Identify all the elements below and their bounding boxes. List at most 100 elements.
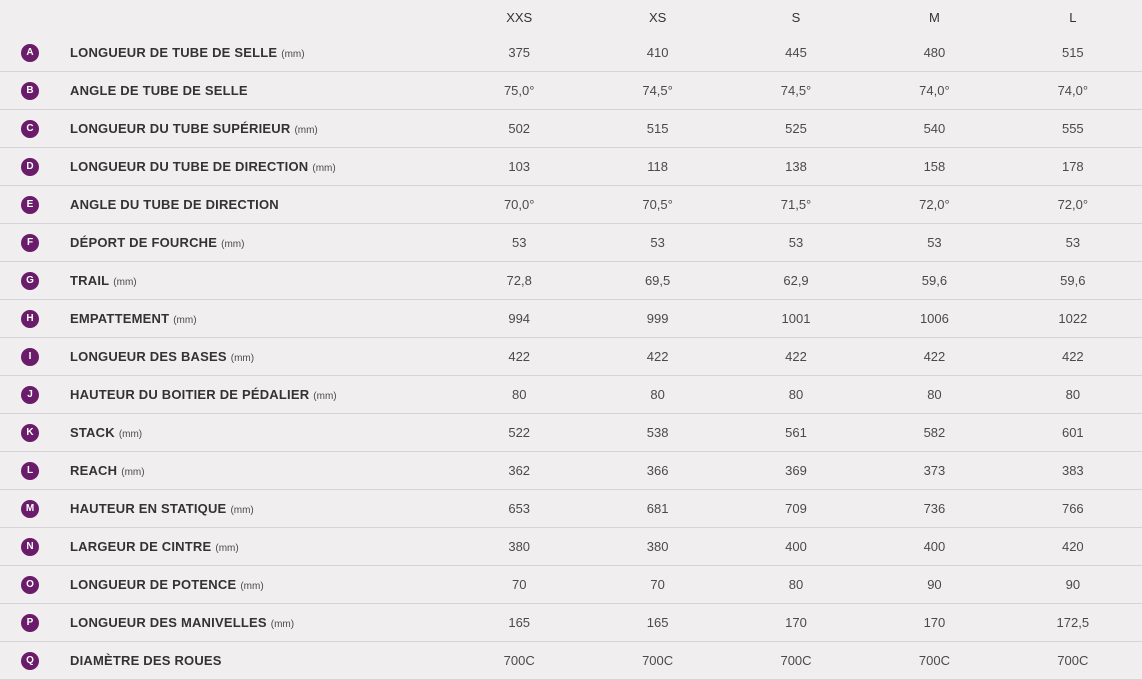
row-badge: F <box>21 234 39 252</box>
row-badge-cell: M <box>0 500 60 518</box>
row-badge: D <box>21 158 39 176</box>
row-value: 70,0° <box>450 197 588 212</box>
row-badge: O <box>21 576 39 594</box>
row-value: 90 <box>1004 577 1142 592</box>
row-unit: (mm) <box>240 581 263 592</box>
row-value: 69,5 <box>588 273 726 288</box>
row-label-cell: HAUTEUR EN STATIQUE (mm) <box>60 501 450 516</box>
row-value: 515 <box>588 121 726 136</box>
row-unit: (mm) <box>313 391 336 402</box>
table-row: H EMPATTEMENT (mm) 994 999 1001 1006 102… <box>0 300 1142 338</box>
row-value: 75,0° <box>450 83 588 98</box>
row-badge: A <box>21 44 39 62</box>
row-value: 53 <box>1004 235 1142 250</box>
table-row: L REACH (mm) 362 366 369 373 383 <box>0 452 1142 490</box>
row-value: 80 <box>727 387 865 402</box>
row-value: 383 <box>1004 463 1142 478</box>
row-value: 1001 <box>727 311 865 326</box>
row-badge: E <box>21 196 39 214</box>
row-badge-cell: F <box>0 234 60 252</box>
row-label: TRAIL <box>70 273 109 288</box>
row-label-cell: LONGUEUR DU TUBE SUPÉRIEUR (mm) <box>60 121 450 136</box>
row-value: 53 <box>588 235 726 250</box>
row-value: 422 <box>865 349 1003 364</box>
row-label-cell: ANGLE DU TUBE DE DIRECTION <box>60 197 450 212</box>
table-row: P LONGUEUR DES MANIVELLES (mm) 165 165 1… <box>0 604 1142 642</box>
row-value: 420 <box>1004 539 1142 554</box>
row-value: 422 <box>727 349 865 364</box>
row-value: 53 <box>450 235 588 250</box>
row-unit: (mm) <box>173 315 196 326</box>
row-badge-cell: C <box>0 120 60 138</box>
row-value: 375 <box>450 45 588 60</box>
row-unit: (mm) <box>119 429 142 440</box>
row-label-cell: DIAMÈTRE DES ROUES <box>60 653 450 668</box>
row-unit: (mm) <box>231 353 254 364</box>
row-value: 380 <box>450 539 588 554</box>
row-value: 766 <box>1004 501 1142 516</box>
row-value: 525 <box>727 121 865 136</box>
row-value: 700C <box>588 653 726 668</box>
table-row: N LARGEUR DE CINTRE (mm) 380 380 400 400… <box>0 528 1142 566</box>
row-label: LONGUEUR DU TUBE DE DIRECTION <box>70 159 308 174</box>
row-value: 700C <box>865 653 1003 668</box>
row-value: 369 <box>727 463 865 478</box>
row-badge-cell: B <box>0 82 60 100</box>
row-badge-cell: G <box>0 272 60 290</box>
row-label-cell: REACH (mm) <box>60 463 450 478</box>
row-value: 653 <box>450 501 588 516</box>
row-badge-cell: E <box>0 196 60 214</box>
row-value: 502 <box>450 121 588 136</box>
row-value: 80 <box>1004 387 1142 402</box>
row-label-cell: LONGUEUR DE POTENCE (mm) <box>60 577 450 592</box>
row-label-cell: DÉPORT DE FOURCHE (mm) <box>60 235 450 250</box>
row-badge-cell: I <box>0 348 60 366</box>
table-header-row: XXS XS S M L <box>0 0 1142 34</box>
row-value: 480 <box>865 45 1003 60</box>
row-value: 561 <box>727 425 865 440</box>
row-unit: (mm) <box>294 125 317 136</box>
row-value: 736 <box>865 501 1003 516</box>
row-value: 681 <box>588 501 726 516</box>
row-badge: J <box>21 386 39 404</box>
row-value: 362 <box>450 463 588 478</box>
row-badge-cell: A <box>0 44 60 62</box>
row-value: 538 <box>588 425 726 440</box>
row-value: 1022 <box>1004 311 1142 326</box>
row-label: DIAMÈTRE DES ROUES <box>70 653 222 668</box>
row-value: 165 <box>450 615 588 630</box>
row-value: 103 <box>450 159 588 174</box>
row-badge-cell: Q <box>0 652 60 670</box>
row-unit: (mm) <box>121 467 144 478</box>
row-value: 366 <box>588 463 726 478</box>
row-label: LONGUEUR DE TUBE DE SELLE <box>70 45 277 60</box>
row-value: 422 <box>1004 349 1142 364</box>
row-value: 700C <box>1004 653 1142 668</box>
table-row: C LONGUEUR DU TUBE SUPÉRIEUR (mm) 502 51… <box>0 110 1142 148</box>
row-value: 53 <box>727 235 865 250</box>
row-value: 170 <box>727 615 865 630</box>
row-value: 118 <box>588 159 726 174</box>
row-label: HAUTEUR DU BOITIER DE PÉDALIER <box>70 387 309 402</box>
row-badge-cell: L <box>0 462 60 480</box>
row-value: 74,0° <box>1004 83 1142 98</box>
row-value: 400 <box>865 539 1003 554</box>
row-value: 422 <box>588 349 726 364</box>
row-value: 80 <box>450 387 588 402</box>
row-label: ANGLE DU TUBE DE DIRECTION <box>70 197 279 212</box>
row-value: 59,6 <box>865 273 1003 288</box>
row-value: 445 <box>727 45 865 60</box>
row-badge-cell: N <box>0 538 60 556</box>
row-value: 422 <box>450 349 588 364</box>
row-label: HAUTEUR EN STATIQUE <box>70 501 226 516</box>
table-row: D LONGUEUR DU TUBE DE DIRECTION (mm) 103… <box>0 148 1142 186</box>
row-value: 70,5° <box>588 197 726 212</box>
row-value: 59,6 <box>1004 273 1142 288</box>
row-label: STACK <box>70 425 115 440</box>
row-value: 70 <box>588 577 726 592</box>
row-value: 170 <box>865 615 1003 630</box>
size-header: S <box>727 10 865 25</box>
row-label-cell: STACK (mm) <box>60 425 450 440</box>
row-value: 709 <box>727 501 865 516</box>
row-unit: (mm) <box>215 543 238 554</box>
